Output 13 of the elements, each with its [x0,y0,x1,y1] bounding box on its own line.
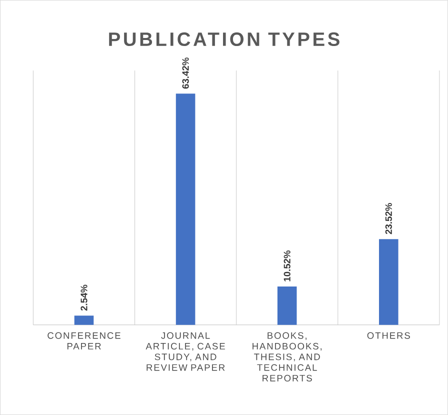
bar [378,239,398,325]
bar [176,94,196,325]
x-tick-label: CONFERENCE PAPER [48,332,120,350]
data-label: 2.54% [80,284,88,311]
bar [277,286,297,325]
x-tick-label: OTHERS [367,332,410,339]
chart-title: PUBLICATION TYPES [109,32,340,46]
data-label: 63.42% [182,58,189,89]
data-label: 23.52% [385,203,392,234]
bar [74,316,94,325]
x-tick-label: BOOKS, HANDBOOKS, THESIS, AND TECHNICAL REPORTS [252,332,322,382]
data-label: 10.52% [284,250,290,282]
x-tick-label: JOURNAL ARTICLE, CASE STUDY, AND REVIEW PAPER [146,332,225,371]
